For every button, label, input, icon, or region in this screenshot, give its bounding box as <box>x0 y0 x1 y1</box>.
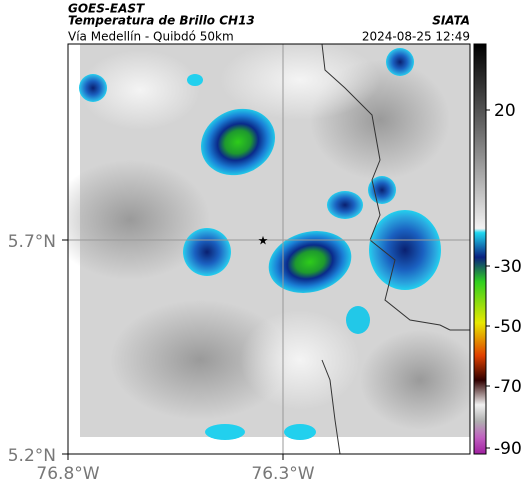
colorbar-tick: -30 <box>494 257 522 277</box>
lon-tick: 76.3°W <box>251 464 314 484</box>
satellite-image: ★ <box>68 44 470 454</box>
colorbar-tick: -90 <box>494 439 522 459</box>
satellite: GOES-EAST <box>68 2 145 16</box>
colorbar-tick: 20 <box>494 101 516 121</box>
colorbar <box>473 43 487 455</box>
product: Temperatura de Brillo CH13 <box>68 14 255 28</box>
colorbar-tick: -70 <box>494 377 522 397</box>
source: SIATA <box>432 14 470 28</box>
lat-tick: 5.7°N <box>8 232 56 252</box>
colorbar-tick: -50 <box>494 317 522 337</box>
svg-text:★: ★ <box>258 234 269 248</box>
timestamp: 2024-08-25 12:49 <box>362 30 470 44</box>
lat-tick: 5.2°N <box>8 446 56 466</box>
map-frame <box>67 43 471 455</box>
lon-tick: 76.8°W <box>36 464 99 484</box>
route: Vía Medellín - Quibdó 50km <box>68 30 234 44</box>
